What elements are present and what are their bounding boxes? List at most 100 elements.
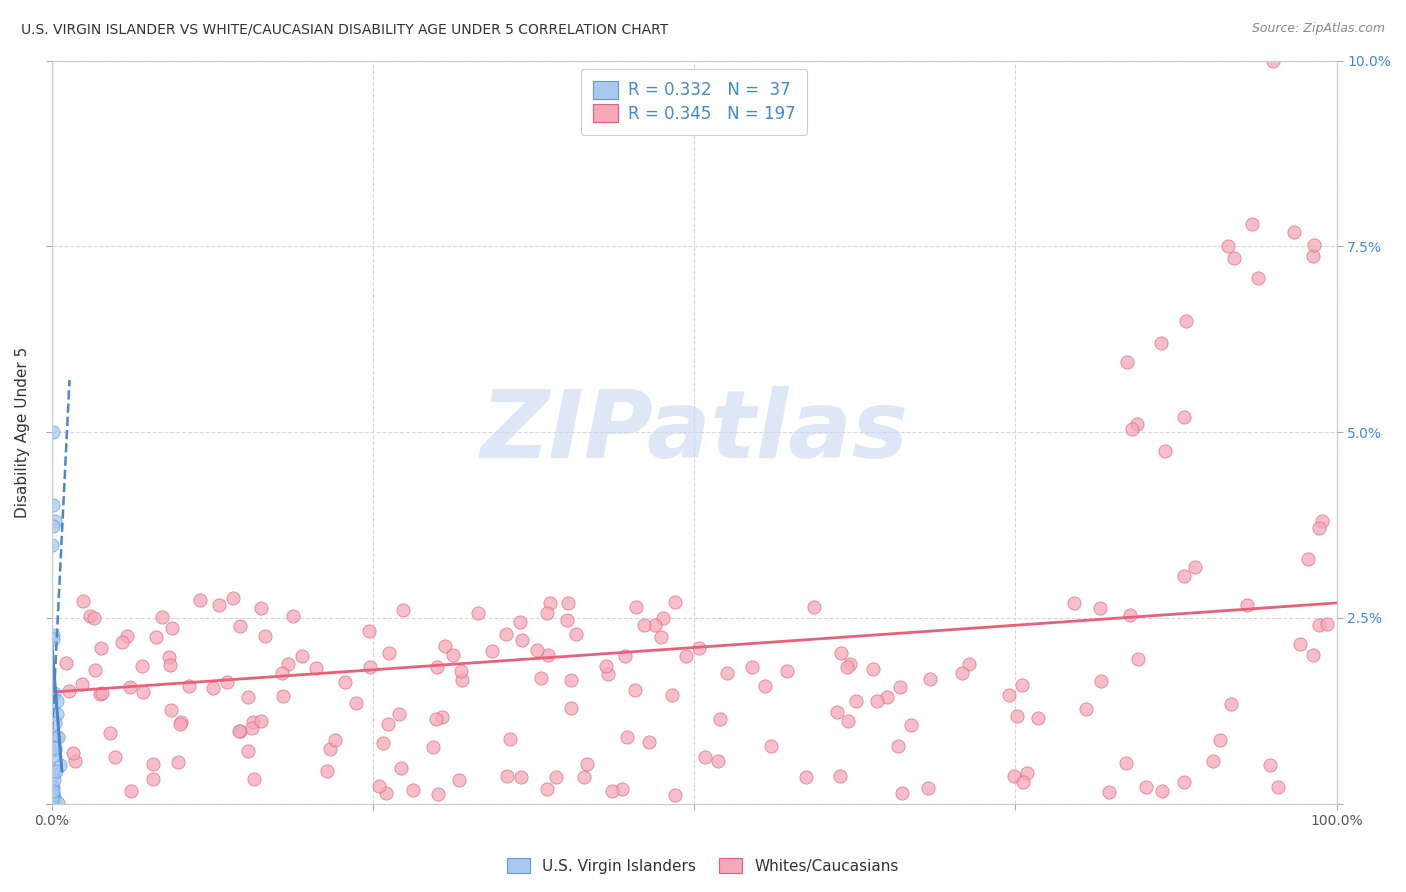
- Point: [1074, 702, 1097, 716]
- Point: [509, 770, 531, 784]
- Point: [776, 664, 799, 678]
- Point: [46, 797, 69, 811]
- Point: [188, 593, 211, 607]
- Point: [496, 769, 519, 783]
- Point: [240, 721, 263, 735]
- Point: [950, 666, 973, 681]
- Point: [142, 772, 165, 787]
- Point: [44, 793, 66, 807]
- Point: [41, 779, 63, 793]
- Point: [238, 690, 260, 705]
- Point: [90, 640, 112, 655]
- Point: [876, 690, 898, 705]
- Point: [169, 717, 191, 731]
- Point: [565, 626, 588, 640]
- Point: [41, 793, 63, 807]
- Point: [42, 686, 65, 700]
- Point: [830, 646, 852, 660]
- Point: [1302, 248, 1324, 262]
- Point: [1154, 444, 1177, 458]
- Point: [560, 673, 582, 688]
- Point: [1216, 238, 1239, 252]
- Point: [42, 786, 65, 800]
- Point: [889, 680, 911, 694]
- Point: [600, 784, 623, 798]
- Point: [1302, 238, 1324, 252]
- Point: [1012, 775, 1035, 789]
- Point: [170, 715, 193, 730]
- Point: [228, 723, 250, 738]
- Point: [664, 788, 686, 802]
- Point: [1017, 765, 1039, 780]
- Point: [1028, 711, 1050, 725]
- Point: [368, 779, 391, 793]
- Point: [794, 770, 817, 784]
- Text: Source: ZipAtlas.com: Source: ZipAtlas.com: [1251, 22, 1385, 36]
- Point: [44, 741, 66, 756]
- Point: [716, 665, 738, 680]
- Point: [1173, 410, 1195, 425]
- Point: [243, 772, 266, 786]
- Point: [759, 739, 782, 754]
- Point: [41, 538, 63, 552]
- Point: [215, 674, 238, 689]
- Point: [335, 675, 357, 690]
- Point: [1263, 54, 1285, 68]
- Point: [1236, 598, 1258, 612]
- Point: [441, 648, 464, 663]
- Text: ZIPatlas: ZIPatlas: [479, 386, 908, 478]
- Point: [709, 712, 731, 726]
- Point: [422, 740, 444, 755]
- Point: [426, 660, 449, 674]
- Point: [79, 608, 101, 623]
- Point: [741, 660, 763, 674]
- Point: [1150, 335, 1173, 350]
- Point: [1090, 673, 1112, 688]
- Point: [651, 611, 673, 625]
- Point: [58, 684, 80, 698]
- Point: [319, 741, 342, 756]
- Point: [920, 672, 942, 686]
- Point: [707, 755, 730, 769]
- Point: [1173, 775, 1195, 789]
- Point: [131, 658, 153, 673]
- Point: [118, 680, 141, 694]
- Point: [997, 688, 1019, 702]
- Point: [42, 789, 65, 804]
- Point: [1152, 784, 1174, 798]
- Point: [270, 665, 292, 680]
- Point: [1184, 560, 1206, 574]
- Point: [450, 664, 472, 678]
- Point: [229, 619, 252, 633]
- Point: [560, 701, 582, 715]
- Point: [1316, 617, 1339, 632]
- Point: [1126, 417, 1149, 431]
- Point: [1118, 607, 1140, 622]
- Point: [1063, 596, 1085, 610]
- Point: [1267, 780, 1289, 794]
- Point: [1005, 709, 1028, 723]
- Point: [44, 789, 66, 804]
- Point: [1240, 217, 1263, 231]
- Point: [825, 705, 848, 719]
- Point: [208, 598, 231, 612]
- Legend: U.S. Virgin Islanders, Whites/Caucasians: U.S. Virgin Islanders, Whites/Caucasians: [501, 852, 905, 880]
- Point: [1289, 637, 1312, 651]
- Point: [1308, 617, 1330, 632]
- Point: [91, 685, 114, 699]
- Point: [509, 615, 531, 630]
- Point: [526, 643, 548, 657]
- Point: [803, 600, 825, 615]
- Point: [115, 629, 138, 643]
- Point: [41, 787, 63, 801]
- Point: [1258, 757, 1281, 772]
- Point: [754, 679, 776, 693]
- Point: [45, 764, 67, 778]
- Point: [644, 618, 666, 632]
- Point: [145, 630, 167, 644]
- Point: [1298, 551, 1320, 566]
- Point: [377, 716, 399, 731]
- Point: [42, 768, 65, 782]
- Point: [1090, 600, 1112, 615]
- Point: [46, 694, 69, 708]
